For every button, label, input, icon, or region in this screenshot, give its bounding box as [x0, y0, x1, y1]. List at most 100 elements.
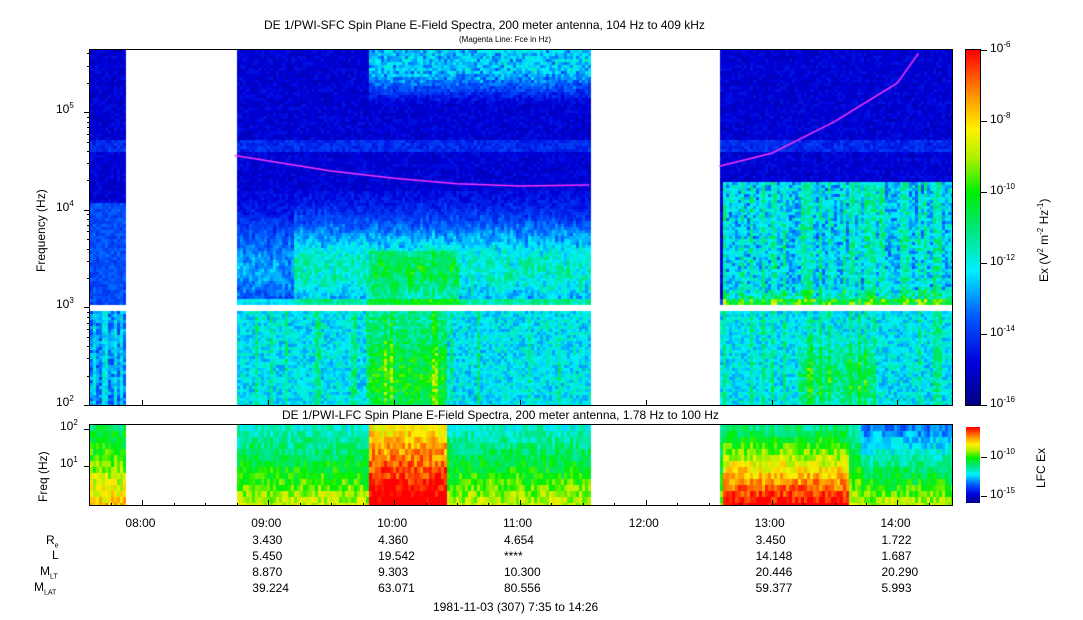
xtick-minor	[582, 503, 584, 506]
sfc-xtick-mark	[897, 400, 899, 406]
xtick-label: 09:00	[251, 516, 282, 530]
ephemeris-value: 5.450	[252, 549, 283, 563]
row-label-mlt: MLT	[40, 564, 58, 581]
lfc-colorbar-tick-label: 10-15	[990, 486, 1015, 501]
xtick-minor	[740, 503, 742, 506]
xtick-minor	[645, 503, 647, 506]
xtick-minor	[362, 503, 364, 506]
sfc-ytick-label: 104	[56, 198, 74, 214]
sfc-colorbar-tick	[981, 334, 987, 335]
sfc-colorbar-tick	[981, 405, 987, 406]
lfc-ytick-mark	[84, 466, 90, 467]
sfc-ytick-minor	[87, 141, 90, 143]
ephemeris-value: 39.224	[252, 581, 289, 595]
sfc-colorbar-tick	[981, 121, 987, 122]
sfc-ytick-minor	[87, 65, 90, 67]
time-range-footer: 1981-11-03 (307) 7:35 to 14:26	[433, 600, 599, 614]
ephemeris-value: ****	[503, 549, 523, 563]
xtick-minor	[771, 503, 773, 506]
xtick-minor	[551, 503, 553, 506]
ephemeris-value: 20.446	[755, 565, 793, 579]
xtick-label: 08:00	[125, 516, 156, 530]
sfc-xtick-mark	[519, 400, 521, 406]
ephemeris-value: 14.148	[755, 549, 793, 563]
xtick-minor	[173, 503, 175, 506]
xtick-minor	[708, 503, 710, 506]
sfc-colorbar-tick-label: 10-16	[990, 395, 1015, 410]
sfc-ytick-minor	[87, 127, 90, 129]
row-label-mlat: MLAT	[34, 580, 57, 597]
sfc-ytick-minor	[87, 322, 90, 324]
xtick-minor	[236, 503, 238, 506]
ephemeris-value: 19.542	[378, 549, 415, 563]
sfc-ytick-minor	[87, 180, 90, 182]
lfc-colorbar-tick	[981, 457, 987, 458]
sfc-ytick-minor	[87, 346, 90, 348]
sfc-ytick-minor	[87, 278, 90, 280]
ephemeris-value: 4.360	[378, 533, 409, 547]
sfc-colorbar-tick	[981, 263, 987, 264]
sfc-ytick-mark	[84, 405, 90, 406]
xtick-minor	[803, 503, 805, 506]
sfc-ytick-minor	[87, 311, 90, 313]
xtick-minor	[268, 503, 270, 506]
xtick-minor	[142, 503, 144, 506]
sfc-ytick-label: 102	[56, 394, 74, 409]
sfc-colorbar-tick-label: 10-8	[990, 111, 1011, 126]
xtick-minor	[110, 503, 112, 506]
sfc-colorbar-tick-label: 10-14	[990, 324, 1015, 339]
sfc-ytick-minor	[87, 239, 90, 241]
lfc-title: DE 1/PWI-LFC Spin Plane E-Field Spectra,…	[282, 408, 719, 422]
sfc-ytick-minor	[87, 260, 90, 262]
sfc-ylabel: Frequency (Hz)	[34, 189, 48, 272]
ephemeris-value: 4.654	[503, 533, 534, 547]
sfc-colorbar-tick-label: 10-10	[990, 182, 1015, 197]
ephemeris-value: 63.071	[378, 581, 415, 595]
sfc-colorbar-tick	[981, 192, 987, 193]
sfc-xtick-mark	[394, 400, 396, 406]
sfc-ytick-minor	[87, 116, 90, 118]
sfc-xtick-mark	[771, 400, 773, 406]
lfc-colorbar-label: LFC Ex	[1034, 447, 1048, 488]
xtick-minor	[457, 503, 459, 506]
lfc-colorbar-tick-label: 10-10	[990, 447, 1015, 462]
sfc-colorbar-label: Ex (V2 m-2 Hz-1)	[1036, 198, 1051, 282]
sfc-ytick-minor	[87, 82, 90, 84]
xtick-minor	[897, 503, 899, 506]
sfc-ytick-minor	[87, 248, 90, 250]
sfc-subtitle: (Magenta Line: Fce in Hz)	[459, 35, 552, 44]
sfc-colorbar-tick-label: 10-12	[990, 253, 1015, 268]
xtick-label: 10:00	[377, 516, 408, 530]
xtick-label: 12:00	[628, 516, 659, 530]
ephemeris-value: 8.870	[252, 565, 283, 579]
sfc-colorbar-tick	[981, 50, 987, 51]
ephemeris-value: 20.290	[881, 565, 919, 579]
sfc-ytick-mark	[84, 209, 90, 211]
sfc-ytick-minor	[87, 375, 90, 377]
sfc-ytick-minor	[87, 231, 90, 233]
ephemeris-value: 59.377	[755, 581, 793, 595]
xtick-minor	[677, 503, 679, 506]
sfc-ytick-minor	[87, 214, 90, 216]
sfc-colorbar-tick-label: 10-6	[990, 40, 1011, 55]
xtick-minor	[928, 503, 930, 506]
lfc-ylabel: Freq (Hz)	[36, 451, 50, 502]
sfc-ytick-minor	[87, 224, 90, 226]
sfc-colorbar	[966, 50, 980, 405]
sfc-ytick-minor	[87, 151, 90, 153]
xtick-label: 13:00	[754, 516, 785, 530]
ephemeris-value: 1.687	[881, 549, 912, 563]
lfc-spectrogram	[90, 425, 952, 505]
ephemeris-value: 5.993	[881, 581, 912, 595]
sfc-ytick-minor	[87, 316, 90, 318]
xtick-minor	[331, 503, 333, 506]
sfc-ytick-label: 105	[56, 101, 74, 117]
row-label-re: Re	[46, 533, 59, 550]
sfc-xtick-mark	[142, 400, 144, 406]
xtick-minor	[205, 503, 207, 506]
sfc-ytick-minor	[87, 53, 90, 55]
sfc-xtick-mark	[645, 400, 647, 406]
sfc-xtick-mark	[268, 400, 270, 406]
sfc-ytick-minor	[87, 336, 90, 338]
